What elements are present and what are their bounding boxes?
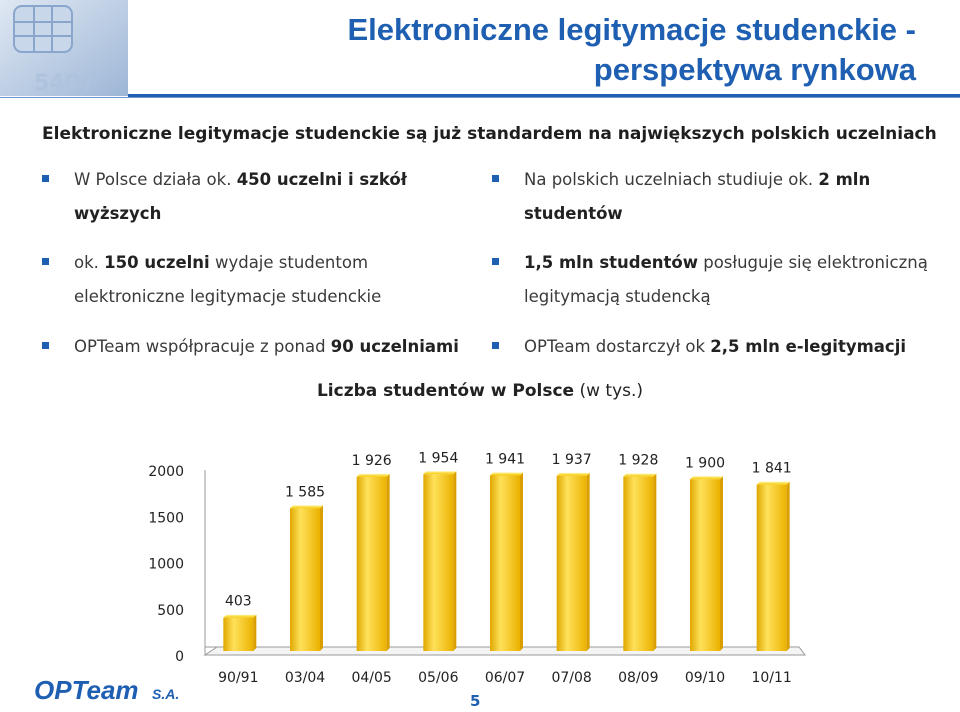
headline: Elektroniczne legitymacje studenckie są …: [42, 124, 937, 144]
y-tick-label: 1500: [148, 510, 184, 526]
chart-title: Liczba studentów w Polsce (w tys.): [316, 381, 644, 401]
bar: [356, 476, 387, 651]
x-tick-label: 03/04: [285, 670, 325, 686]
header-divider-thin: [0, 97, 960, 98]
bullet-marker: [492, 258, 499, 265]
bar: [556, 475, 587, 651]
page-number: 5: [470, 692, 481, 710]
bullet-opteam-delivered: OPTeam dostarczył ok 2,5 mln e-legitymac…: [492, 330, 952, 364]
bar-side: [253, 614, 257, 651]
chart-labels: 0 500 1000 1500 2000 403 90/91 1 585 03/04 1 926 0…: [148, 450, 791, 686]
x-tick-label: 08/09: [618, 670, 658, 686]
data-label: 1 954: [418, 450, 458, 466]
x-tick-label: 09/10: [685, 670, 725, 686]
title-line-2: perspektywa rynkowa: [593, 52, 916, 87]
bar: [290, 508, 320, 651]
y-tick-label: 2000: [148, 464, 184, 480]
bar-side: [720, 476, 723, 651]
bar: [490, 475, 520, 651]
x-tick-label: 04/05: [351, 670, 391, 686]
opteam-logo: OPTeam S.A.: [34, 676, 179, 704]
y-tick-label: 500: [157, 603, 184, 619]
y-tick-label: 1000: [148, 557, 184, 573]
x-tick-label: 10/11: [751, 670, 791, 686]
bar-top: [223, 614, 257, 618]
x-tick-label: 05/06: [418, 670, 458, 686]
bar: [623, 476, 654, 651]
bar: [756, 484, 787, 651]
bar: [423, 474, 454, 651]
bar-side: [786, 481, 790, 651]
data-label: 1 841: [752, 461, 792, 477]
bar-side: [386, 473, 390, 651]
svg-text:OPTeam: OPTeam: [34, 676, 139, 704]
bar: [690, 479, 720, 651]
svg-text:5407: 5407: [34, 71, 95, 96]
bar-side: [520, 472, 523, 651]
data-label: 403: [225, 594, 252, 610]
bar-top: [690, 476, 723, 480]
bullet-issuing-universities: ok. 150 uczelni wydaje studentom elektron…: [42, 246, 462, 314]
bar-top: [423, 471, 457, 475]
bar-side: [320, 505, 323, 651]
bar-top: [756, 481, 790, 485]
title-line-1: Elektroniczne legitymacje studenckie -: [347, 12, 916, 47]
page-title: Elektroniczne legitymacje studenckie - p…: [196, 10, 916, 90]
bar-top: [290, 505, 323, 509]
bar-top: [623, 473, 657, 477]
bar-side: [586, 472, 590, 651]
bullet-opteam-cooperation: OPTeam współpracuje z ponad 90 uczelniam…: [42, 330, 482, 364]
x-tick-label: 06/07: [485, 670, 525, 686]
bar: [223, 617, 254, 651]
bullet-marker: [492, 342, 499, 349]
bar-side: [453, 471, 457, 651]
chip-card-image: 5407: [0, 0, 128, 96]
bullet-electronic-id-users: 1,5 mln studentów posługuje się elektron…: [492, 246, 952, 314]
data-label: 1 937: [552, 452, 592, 468]
x-tick-label: 90/91: [218, 670, 258, 686]
bullet-marker: [42, 175, 49, 182]
bullet-universities: W Polsce działa ok. 450 uczelni i szkół w…: [42, 163, 462, 231]
bullet-students: Na polskich uczelniach studiuje ok. 2 ml…: [492, 163, 952, 231]
x-tick-label: 07/08: [551, 670, 591, 686]
bar-side: [653, 473, 657, 651]
chart-bars: [223, 471, 790, 651]
svg-text:S.A.: S.A.: [152, 686, 179, 702]
data-label: 1 928: [618, 453, 658, 469]
bar-top: [490, 472, 523, 476]
bar-top: [356, 473, 390, 477]
bullet-marker: [492, 175, 499, 182]
data-label: 1 926: [352, 453, 392, 469]
data-label: 1 900: [685, 455, 725, 471]
header: 5407 Elektroniczne legitymacje studencki…: [0, 0, 960, 98]
y-tick-label: 0: [175, 649, 184, 665]
bullet-marker: [42, 258, 49, 265]
bullet-marker: [42, 342, 49, 349]
header-divider: [128, 94, 960, 97]
bar-top: [556, 472, 590, 476]
data-label: 1 941: [485, 451, 525, 467]
data-label: 1 585: [285, 484, 325, 500]
